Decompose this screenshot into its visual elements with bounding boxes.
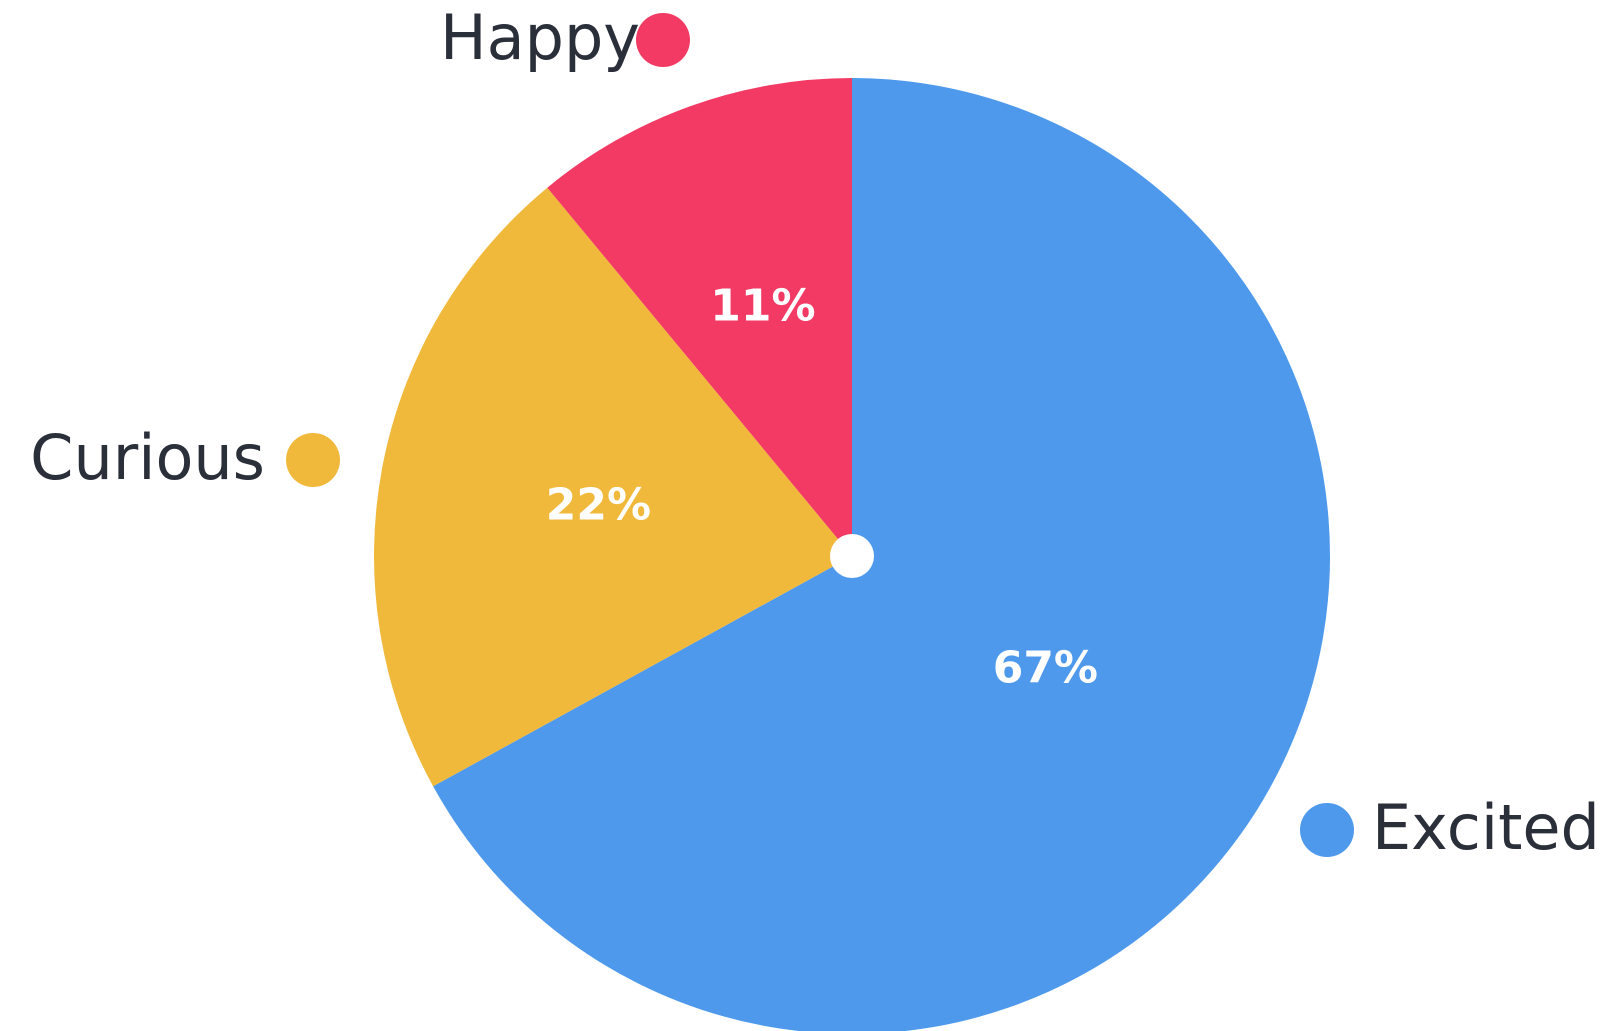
legend-label-excited: Excited xyxy=(1372,791,1600,864)
center-dot xyxy=(830,534,874,578)
legend-dot-curious xyxy=(286,433,340,487)
pie-slice-happy xyxy=(547,77,852,556)
legend-dot-happy xyxy=(636,13,690,67)
pie-slice-excited xyxy=(433,78,1330,1031)
slice-value-labels: 67% 22% 11% xyxy=(546,281,1098,694)
pie-slices xyxy=(373,77,1330,1031)
legend-label-curious: Curious xyxy=(30,421,265,494)
slice-value-label-excited: 67% xyxy=(993,642,1098,693)
legend-label-happy: Happy xyxy=(440,1,640,74)
slice-value-label-curious: 22% xyxy=(546,480,651,531)
legend-dot-excited xyxy=(1300,803,1354,857)
legend: Happy Curious Excited xyxy=(30,1,1600,864)
pie-slice-curious xyxy=(373,187,852,787)
slice-value-label-happy: 11% xyxy=(710,281,815,332)
